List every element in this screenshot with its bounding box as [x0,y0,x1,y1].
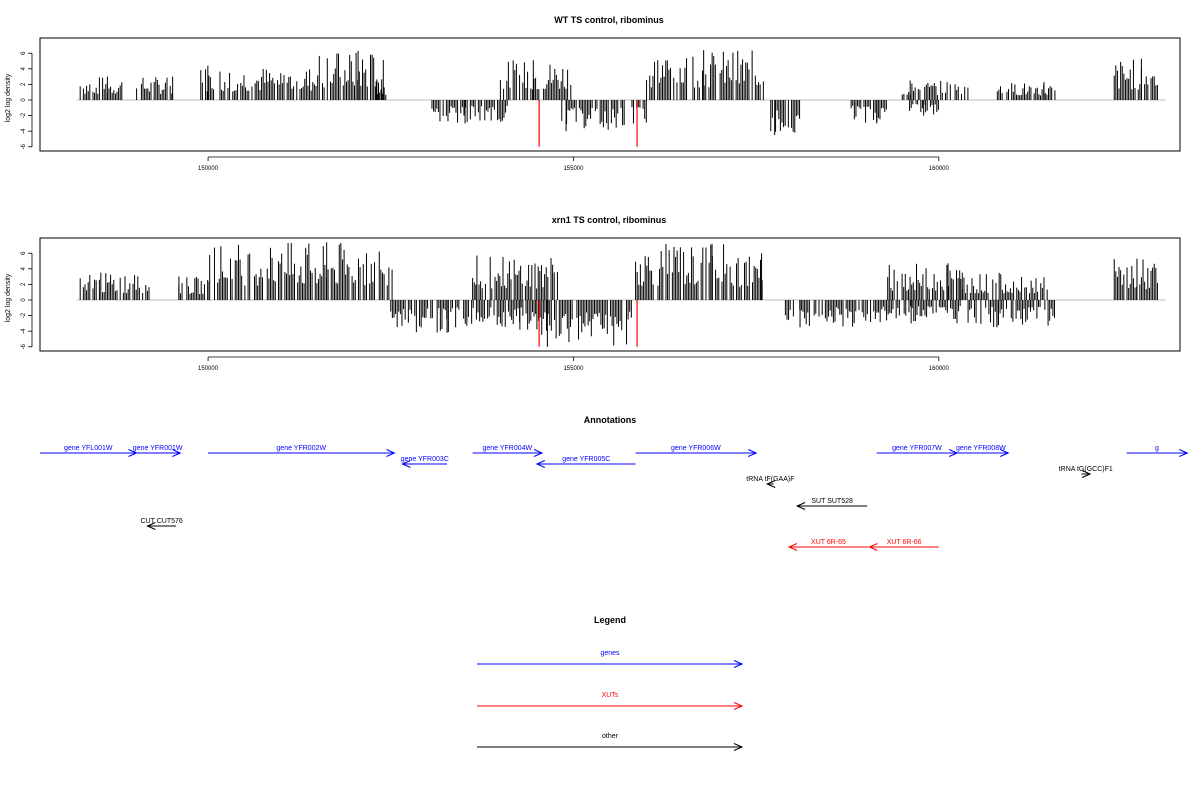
arrow-head [733,743,744,751]
annotation-feature: tRNA tG(GCC)F1 [1059,466,1113,478]
arrow-head [1000,449,1010,457]
annotation-feature: gene YFR001W [133,445,183,457]
x-tick-label: 150000 [198,166,219,172]
annotation-feature: gene YFL001W [40,445,138,457]
legend-item: genes [477,650,744,668]
annotations-title: Annotations [584,415,637,425]
annotation-label: CUT CUT576 [141,518,183,525]
y-tick-label: 6 [21,51,27,55]
y-tick-label: -4 [21,328,27,334]
density-bars [79,242,1158,347]
y-tick-label: 0 [21,298,27,302]
annotation-label: gene YFR002W [276,445,326,452]
x-tick-label: 160000 [929,166,950,172]
annotation-feature: g [1126,445,1189,457]
y-tick-label: 4 [21,266,27,270]
annotation-feature: tRNA tF(GAA)F [746,476,795,488]
arrow-head [733,660,744,668]
arrow-head [533,449,544,457]
legend: Legend genes XUTs other [477,615,744,751]
annotation-feature: XUT 6R-65 [787,539,868,551]
y-tick-label: 2 [21,282,27,286]
annotation-feature: XUT 6R-66 [868,539,939,551]
annotation-label: gene YFR006W [671,445,721,452]
plot-frame [39,237,1181,352]
arrow-head [795,502,806,510]
plot-frame [39,37,1181,152]
y-tick-label: -6 [21,143,27,149]
arrow-head [386,449,396,457]
annotation-label: SUT SUT528 [811,498,853,505]
annotation-feature: gene YFR008W [953,445,1010,457]
track-panel-2: xrn1 TS control, ribominus -6 -4 -2 0 2 4 6 log2… [5,215,1181,372]
arrow-head [172,449,182,457]
arrow-head [146,522,156,530]
y-tick-label: -2 [21,112,27,118]
panel-title: xrn1 TS control, ribominus [552,215,667,225]
annotation-feature: SUT SUT528 [795,498,868,510]
annotation-feature: CUT CUT576 [141,518,183,530]
x-tick-label: 150000 [198,366,219,372]
panel-title: WT TS control, ribominus [554,15,664,25]
arrow-head [765,480,776,488]
arrow-head [1179,449,1189,457]
annotation-label: gene YFR004W [482,445,532,452]
arrow-head [787,543,798,551]
x-tick-label: 155000 [563,166,584,172]
annotation-label: XUT 6R-65 [811,539,846,546]
legend-item: XUTs [477,692,744,710]
arrow-head [1081,470,1092,478]
annotation-label: tRNA tG(GCC)F1 [1059,466,1113,473]
y-axis-label: log2 log density [5,73,12,122]
y-axis-label: log2 log density [5,273,12,322]
annotation-label: gene YFR007W [892,445,942,452]
arrow-head [733,702,744,710]
y-tick-label: -6 [21,343,27,349]
arrow-head [535,460,546,468]
y-tick-label: 0 [21,98,27,102]
legend-label: other [602,733,619,740]
annotation-label: tRNA tF(GAA)F [746,476,794,483]
annotation-feature: gene YFR003C [401,456,449,468]
y-tick-label: 2 [21,82,27,86]
legend-item: other [477,733,744,751]
legend-title: Legend [594,615,626,625]
y-tick-label: -2 [21,312,27,318]
arrow-head [747,449,758,457]
y-tick-label: -4 [21,128,27,134]
y-tick-label: 4 [21,66,27,70]
arrow-head [401,460,411,468]
annotation-feature: gene YFR006W [635,445,758,457]
annotation-label: XUT 6R-66 [887,539,922,546]
arrow-head [868,543,878,551]
annotation-label: g [1155,445,1159,452]
density-bars [79,50,1158,136]
legend-label: XUTs [602,692,619,699]
annotation-feature: gene YFR004W [472,445,544,457]
x-tick-label: 160000 [929,366,950,372]
annotation-feature: gene YFR005C [535,456,636,468]
annotation-label: gene YFR003C [401,456,449,463]
x-tick-label: 155000 [563,366,584,372]
annotation-feature: gene YFR002W [208,445,396,457]
annotation-label: gene YFL001W [64,445,113,452]
annotation-label: gene YFR008W [956,445,1006,452]
legend-label: genes [600,650,620,657]
track-panel-1: WT TS control, ribominus -6 -4 -2 0 2 4 6 log2 l… [5,15,1181,172]
annotations-panel: Annotations gene YFL001W gene YFR001W gene … [40,415,1189,551]
annotation-feature: gene YFR007W [876,445,959,457]
annotation-label: gene YFR005C [562,456,610,463]
y-tick-label: 6 [21,251,27,255]
annotation-label: gene YFR001W [133,445,183,452]
